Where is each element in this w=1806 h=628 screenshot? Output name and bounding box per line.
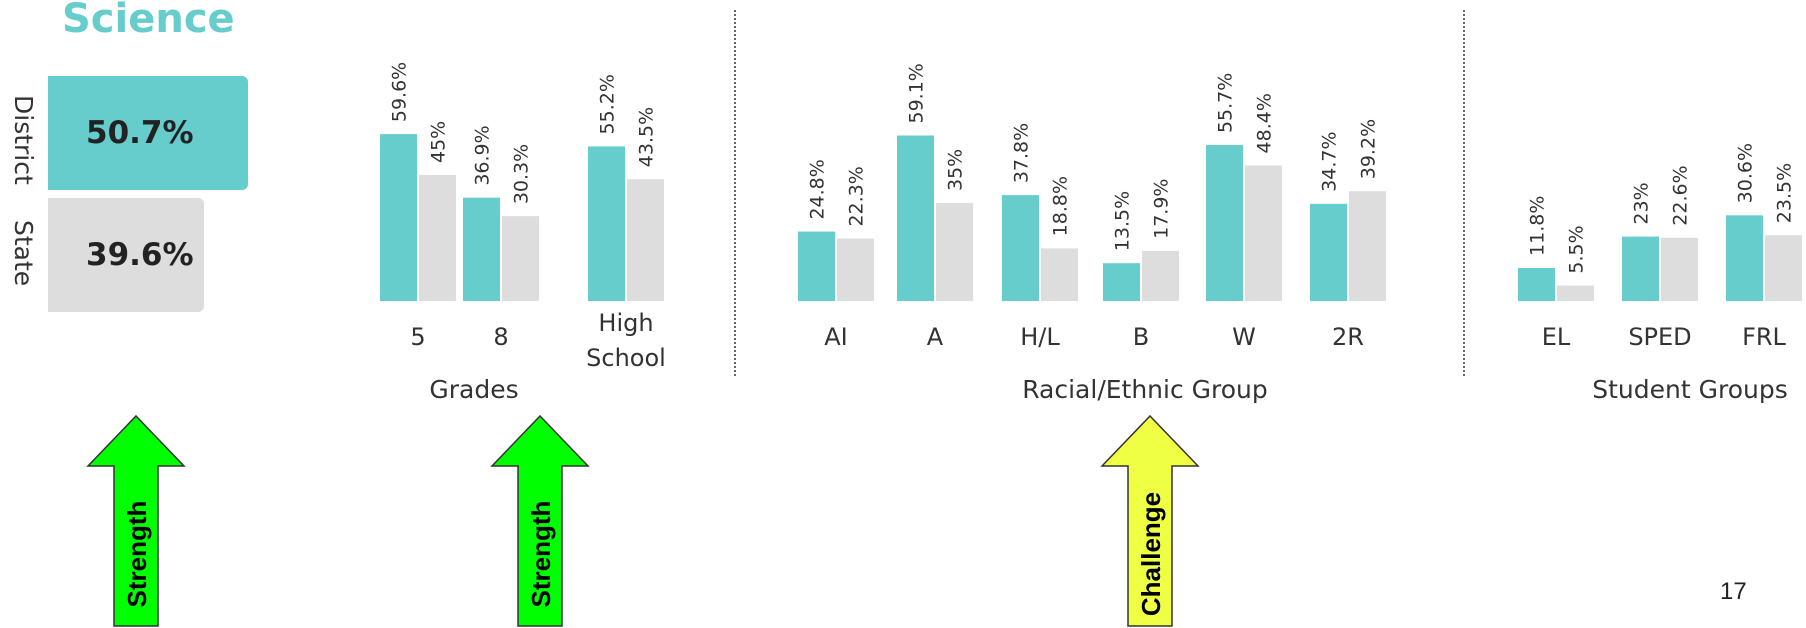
tick-label: B xyxy=(1133,323,1149,351)
axis-label: Racial/Ethnic Group xyxy=(1022,375,1268,404)
tick-label: EL xyxy=(1542,323,1571,351)
district-summary-box: 50.7% xyxy=(48,76,248,190)
arrow-label: Strength xyxy=(526,501,556,608)
data-label: 59.6% xyxy=(389,62,411,122)
tick-label: A xyxy=(927,323,944,351)
tick-label: 2R xyxy=(1332,323,1364,351)
data-label: 13.5% xyxy=(1112,191,1134,251)
state-summary-value: 39.6% xyxy=(86,237,194,273)
data-label: 36.9% xyxy=(472,125,494,185)
bar-state xyxy=(837,238,874,301)
data-label: 55.2% xyxy=(597,74,619,134)
bar-state xyxy=(1349,191,1386,301)
state-summary-box: 39.6% xyxy=(48,198,204,312)
bar-state xyxy=(1041,248,1078,301)
data-label: 5.5% xyxy=(1566,225,1588,273)
tick-label: AI xyxy=(824,323,848,351)
bar-district xyxy=(1726,215,1763,301)
bar-state xyxy=(627,179,664,301)
data-label: 18.8% xyxy=(1050,176,1072,236)
bar-state xyxy=(936,203,973,301)
tick-label: High School xyxy=(586,309,666,372)
tick-label: SPED xyxy=(1628,323,1691,351)
bar-district xyxy=(897,135,934,301)
data-label: 34.7% xyxy=(1319,131,1341,191)
challenge-arrow: Challenge xyxy=(1100,414,1200,627)
axis-label: Student Groups xyxy=(1592,375,1788,404)
page-title: Science xyxy=(62,0,235,42)
arrow-shape xyxy=(1100,414,1200,627)
tick-label: FRL xyxy=(1742,323,1786,351)
bar-district xyxy=(463,197,500,301)
bar-state xyxy=(1661,237,1698,301)
axis-label: Grades xyxy=(429,375,518,404)
tick-label: 5 xyxy=(410,323,425,351)
arrow-shape xyxy=(86,414,186,627)
tick-label: W xyxy=(1232,323,1256,351)
tick-label: 8 xyxy=(493,323,508,351)
bar-district xyxy=(1206,145,1243,301)
bar-state xyxy=(1245,165,1282,301)
bar-district xyxy=(1002,195,1039,301)
bar-state xyxy=(419,175,456,301)
data-label: 48.4% xyxy=(1254,93,1276,153)
divider-line xyxy=(1463,10,1465,376)
bar-district xyxy=(380,134,417,301)
data-label: 59.1% xyxy=(906,63,928,123)
data-label: 43.5% xyxy=(636,107,658,167)
bar-district xyxy=(588,146,625,301)
bar-state xyxy=(502,216,539,301)
bar-district xyxy=(798,231,835,301)
data-label: 45% xyxy=(428,121,450,163)
bar-district xyxy=(1103,263,1140,301)
data-label: 24.8% xyxy=(807,159,829,219)
data-label: 30.3% xyxy=(511,144,533,204)
data-label: 17.9% xyxy=(1151,179,1173,239)
arrow-label: Challenge xyxy=(1136,492,1166,616)
strength-arrow: Strength xyxy=(490,414,590,627)
bar-district xyxy=(1310,203,1347,301)
data-label: 37.8% xyxy=(1011,123,1033,183)
data-label: 22.6% xyxy=(1670,165,1692,225)
divider-line xyxy=(734,10,736,376)
bar-district xyxy=(1518,267,1555,301)
bar-state xyxy=(1765,235,1802,301)
tick-label: H/L xyxy=(1020,323,1060,351)
data-label: 22.3% xyxy=(846,166,868,226)
arrow-label: Strength xyxy=(122,501,152,608)
bar-state xyxy=(1142,250,1179,301)
data-label: 23.5% xyxy=(1774,163,1796,223)
data-label: 39.2% xyxy=(1358,119,1380,179)
bar-state xyxy=(1557,285,1594,301)
page-number: 17 xyxy=(1720,578,1747,605)
arrow-shape xyxy=(490,414,590,627)
data-label: 35% xyxy=(945,149,967,191)
strength-arrow: Strength xyxy=(86,414,186,627)
data-label: 23% xyxy=(1631,182,1653,224)
data-label: 30.6% xyxy=(1735,143,1757,203)
data-label: 11.8% xyxy=(1527,196,1549,256)
district-summary-value: 50.7% xyxy=(86,115,194,151)
data-label: 55.7% xyxy=(1215,73,1237,133)
bar-district xyxy=(1622,236,1659,301)
